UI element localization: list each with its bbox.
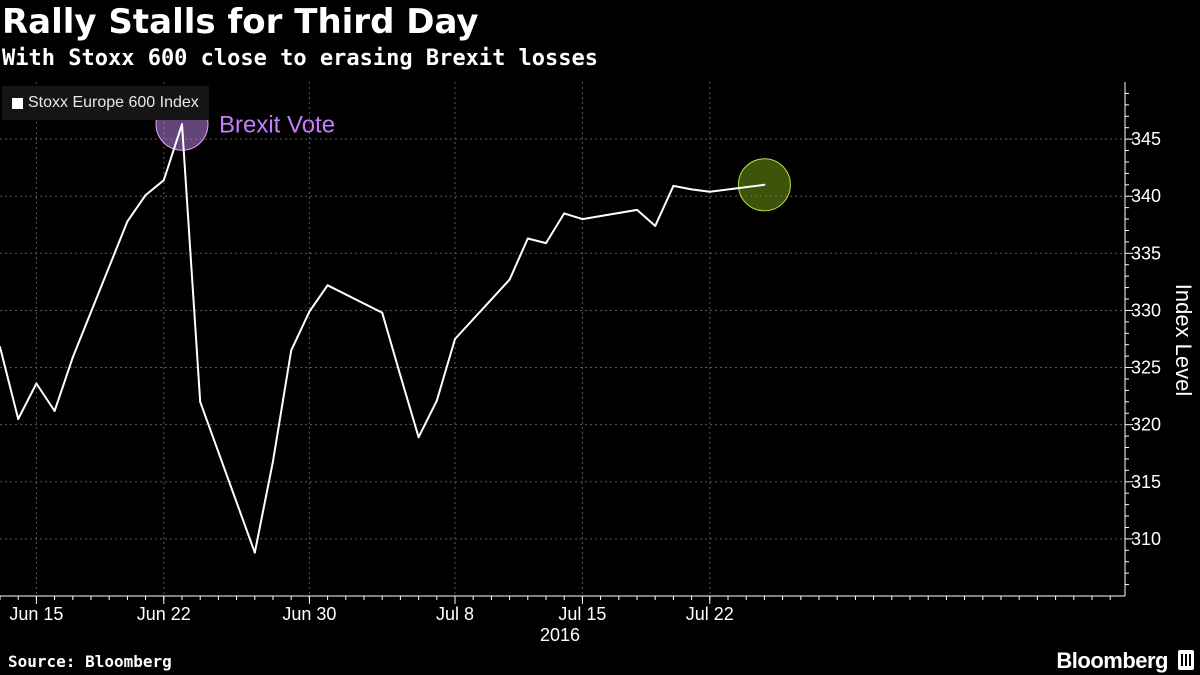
data-point <box>763 183 766 186</box>
y-tick-label: 335 <box>1131 243 1161 263</box>
data-point <box>690 188 693 191</box>
data-point <box>17 417 20 420</box>
y-tick-label: 310 <box>1131 529 1161 549</box>
data-point <box>272 460 274 463</box>
tick-labels: 310 315 320 325 330 335 340 345 Jun 15 Jun 22 Jun … <box>9 129 1196 645</box>
data-point <box>144 194 147 197</box>
data-point <box>71 356 74 359</box>
x-tick-label: Jun 22 <box>137 604 191 624</box>
data-point <box>326 284 329 287</box>
data-point <box>563 212 566 215</box>
data-point <box>162 179 165 182</box>
data-point <box>399 374 402 377</box>
y-tick-label: 320 <box>1131 415 1161 435</box>
data-point <box>526 237 529 240</box>
y-tick-label: 315 <box>1131 472 1161 492</box>
data-point <box>672 184 675 187</box>
data-point <box>253 551 256 554</box>
series-layer <box>0 123 766 554</box>
data-point <box>435 399 438 402</box>
x-axis-label: 2016 <box>540 625 580 645</box>
data-point <box>581 218 584 221</box>
data-point <box>508 278 511 281</box>
y-tick-label: 325 <box>1131 358 1161 378</box>
series-line-stoxx-600 <box>0 123 765 554</box>
data-point <box>636 208 638 211</box>
y-tick-label: 345 <box>1131 129 1161 149</box>
data-point <box>454 338 456 340</box>
grid-lines <box>0 82 1125 596</box>
data-point <box>654 224 657 227</box>
axes <box>0 82 1133 604</box>
x-tick-label: Jun 30 <box>282 604 336 624</box>
y-axis-label: Index Level <box>1171 284 1196 397</box>
data-point <box>381 311 384 314</box>
x-tick-label: Jun 15 <box>9 604 63 624</box>
source-note: Source: Bloomberg <box>8 652 172 671</box>
data-point <box>35 382 38 385</box>
data-point <box>545 242 547 245</box>
legend-label: Stoxx Europe 600 Index <box>28 94 199 111</box>
data-point <box>708 190 711 193</box>
data-point <box>126 220 129 223</box>
legend[interactable]: Stoxx Europe 600 Index <box>2 86 209 120</box>
x-tick-label: Jul 15 <box>558 604 606 624</box>
chart-subtitle: With Stoxx 600 close to erasing Brexit l… <box>2 46 599 71</box>
data-point <box>417 436 420 439</box>
data-point <box>53 409 56 412</box>
data-point <box>181 123 183 126</box>
annotation-markers: Brexit Vote <box>155 97 791 212</box>
data-point <box>199 400 202 403</box>
x-tick-label: Jul 22 <box>686 604 734 624</box>
brand-logo-text: Bloomberg <box>1056 648 1168 673</box>
data-point <box>308 310 311 313</box>
bloomberg-terminal-icon <box>1178 650 1194 670</box>
brexit-vote-label: Brexit Vote <box>219 111 335 138</box>
legend-swatch <box>12 97 23 109</box>
y-tick-label: 340 <box>1131 186 1161 206</box>
chart-title: Rally Stalls for Third Day <box>2 2 479 42</box>
x-tick-label: Jul 8 <box>436 604 474 624</box>
data-point <box>290 349 293 352</box>
data-point <box>0 345 1 348</box>
y-tick-label: 330 <box>1131 300 1161 320</box>
